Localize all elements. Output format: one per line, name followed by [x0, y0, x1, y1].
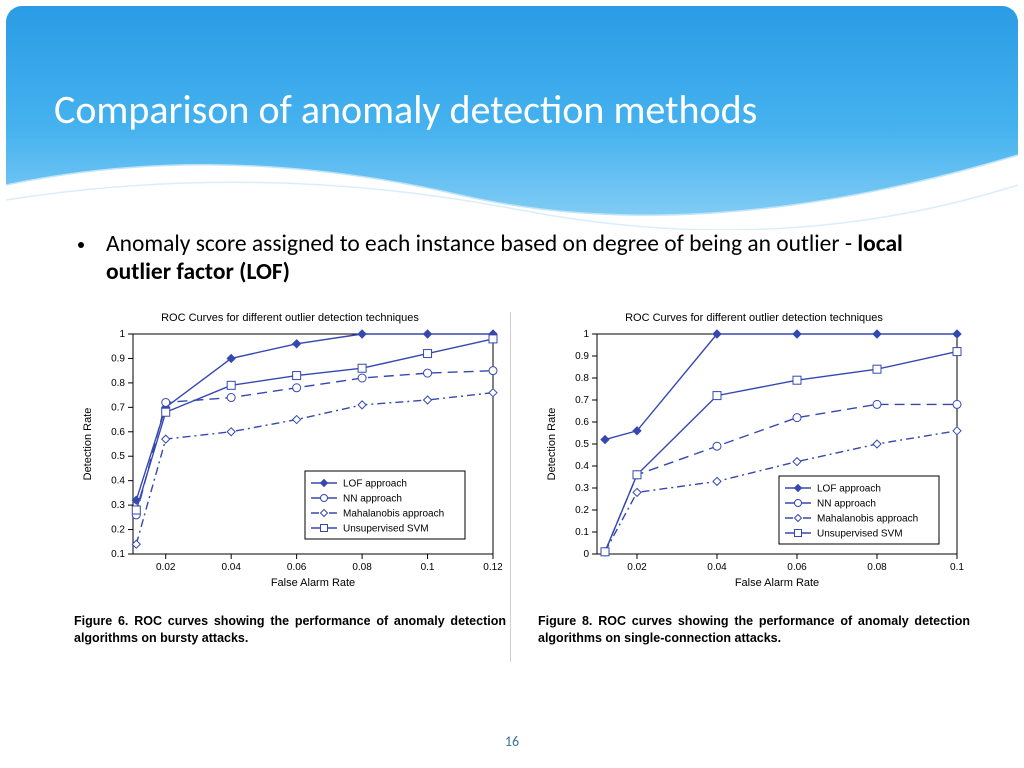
chart-right-title: ROC Curves for different outlier detecti… — [534, 312, 974, 324]
svg-text:0.5: 0.5 — [575, 439, 589, 450]
svg-text:LOF approach: LOF approach — [817, 484, 881, 495]
svg-text:0.3: 0.3 — [111, 500, 125, 511]
svg-text:0.06: 0.06 — [787, 562, 807, 573]
bullet-text: Anomaly score assigned to each instance … — [106, 230, 946, 286]
svg-text:False Alarm Rate: False Alarm Rate — [271, 577, 355, 589]
body-bullet: Anomaly score assigned to each instance … — [78, 230, 946, 286]
chart-right-svg: 0.02 0.04 0.06 0.08 0.1 0 0.1 0.2 0.3 0.4 0.5 0.6 0.… — [534, 326, 974, 596]
svg-text:0.8: 0.8 — [111, 378, 125, 389]
svg-text:0.7: 0.7 — [111, 402, 125, 413]
svg-text:0.2: 0.2 — [111, 525, 125, 536]
svg-text:0.12: 0.12 — [483, 562, 503, 573]
chart-left-caption: Figure 6. ROC curves showing the perform… — [70, 613, 510, 647]
svg-text:0.8: 0.8 — [575, 373, 589, 384]
chart-right-caption: Figure 8. ROC curves showing the perform… — [534, 613, 974, 647]
svg-text:0.1: 0.1 — [421, 562, 435, 573]
svg-text:0.1: 0.1 — [575, 527, 589, 538]
svg-text:0.3: 0.3 — [575, 483, 589, 494]
svg-text:0.4: 0.4 — [575, 461, 589, 472]
svg-text:NN approach: NN approach — [817, 499, 876, 510]
svg-text:Detection Rate: Detection Rate — [82, 408, 94, 481]
svg-text:LOF approach: LOF approach — [343, 479, 407, 490]
svg-text:0.08: 0.08 — [352, 562, 372, 573]
svg-text:0.7: 0.7 — [575, 395, 589, 406]
svg-text:0.1: 0.1 — [111, 549, 125, 560]
chart-left-svg: 0.02 0.04 0.06 0.08 0.1 0.12 0.1 0.2 0.3 0.4 0.5 0.… — [70, 326, 510, 596]
svg-text:0.5: 0.5 — [111, 451, 125, 462]
svg-text:1: 1 — [583, 329, 589, 340]
svg-text:Mahalanobis approach: Mahalanobis approach — [343, 509, 444, 520]
svg-text:0.9: 0.9 — [575, 351, 589, 362]
svg-text:0.9: 0.9 — [111, 353, 125, 364]
svg-text:0.06: 0.06 — [287, 562, 307, 573]
chart-right: ROC Curves for different outlier detecti… — [534, 312, 974, 647]
svg-text:0.08: 0.08 — [867, 562, 887, 573]
svg-text:0.02: 0.02 — [156, 562, 176, 573]
chart-left: ROC Curves for different outlier detecti… — [70, 312, 510, 647]
slide-title: Comparison of anomaly detection methods — [54, 85, 970, 134]
svg-text:0.04: 0.04 — [707, 562, 727, 573]
svg-text:Unsupervised SVM: Unsupervised SVM — [817, 529, 903, 540]
svg-text:0.2: 0.2 — [575, 505, 589, 516]
svg-text:False Alarm Rate: False Alarm Rate — [735, 577, 819, 589]
svg-text:Unsupervised SVM: Unsupervised SVM — [343, 524, 429, 535]
svg-text:0.1: 0.1 — [950, 562, 964, 573]
svg-text:0.6: 0.6 — [111, 427, 125, 438]
svg-text:1: 1 — [119, 329, 125, 340]
bullet-dot-icon — [78, 242, 84, 248]
svg-text:Mahalanobis approach: Mahalanobis approach — [817, 514, 918, 525]
bullet-text-plain: Anomaly score assigned to each instance … — [106, 230, 857, 258]
page-number: 16 — [0, 733, 1024, 750]
svg-text:0: 0 — [583, 549, 589, 560]
svg-text:0.02: 0.02 — [627, 562, 647, 573]
svg-text:0.6: 0.6 — [575, 417, 589, 428]
svg-text:0.04: 0.04 — [221, 562, 241, 573]
svg-text:Detection Rate: Detection Rate — [546, 408, 558, 481]
chart-left-title: ROC Curves for different outlier detecti… — [70, 312, 510, 324]
charts-row: ROC Curves for different outlier detecti… — [70, 312, 974, 647]
svg-text:0.4: 0.4 — [111, 476, 125, 487]
svg-text:NN approach: NN approach — [343, 494, 402, 505]
